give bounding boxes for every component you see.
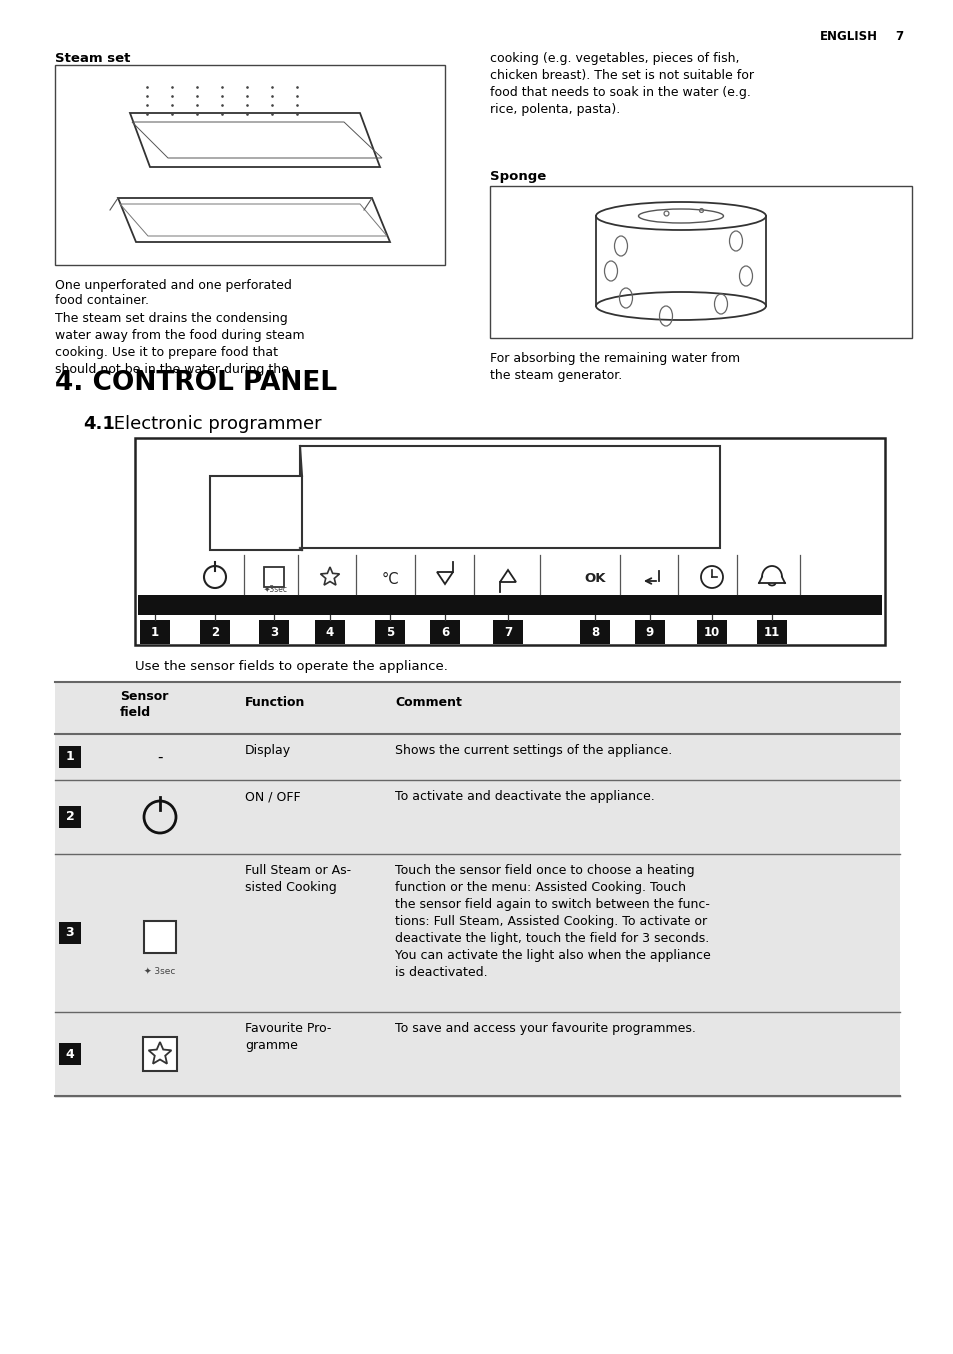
Bar (258, 620, 289, 645)
Bar (314, 620, 345, 645)
Bar (55, 734, 899, 780)
Text: Display: Display (245, 743, 291, 757)
Bar (493, 620, 522, 645)
Bar (55, 65, 444, 265)
Text: ✦3sec: ✦3sec (264, 585, 288, 594)
Text: -: - (157, 750, 163, 765)
Text: ✦ 3sec: ✦ 3sec (144, 967, 175, 976)
Text: ENGLISH: ENGLISH (820, 30, 877, 43)
Text: ON / OFF: ON / OFF (245, 789, 300, 803)
Text: 1: 1 (151, 626, 159, 639)
Text: 4.1: 4.1 (83, 414, 114, 433)
Text: 2: 2 (211, 626, 219, 639)
Text: Sensor
field: Sensor field (120, 691, 168, 719)
Bar (264, 567, 284, 588)
Bar (55, 1011, 899, 1095)
Bar (635, 620, 664, 645)
Bar (579, 620, 609, 645)
Text: °C: °C (381, 571, 398, 586)
Bar (55, 682, 899, 734)
Text: OK: OK (583, 573, 605, 585)
Bar (59, 1043, 81, 1066)
Text: Favourite Pro-
gramme: Favourite Pro- gramme (245, 1022, 331, 1052)
Text: 7: 7 (503, 626, 512, 639)
Text: 6: 6 (440, 626, 449, 639)
Bar (200, 620, 230, 645)
Text: 1: 1 (66, 750, 74, 764)
Text: cooking (e.g. vegetables, pieces of fish,
chicken breast). The set is not suitab: cooking (e.g. vegetables, pieces of fish… (490, 51, 753, 116)
Bar (59, 746, 81, 768)
Bar (490, 185, 911, 338)
Bar (210, 477, 302, 550)
Text: 8: 8 (590, 626, 598, 639)
Bar (55, 854, 899, 1011)
Bar (299, 445, 720, 548)
Bar (135, 437, 884, 645)
Bar (55, 780, 899, 854)
Bar (59, 806, 81, 829)
Text: To activate and deactivate the appliance.: To activate and deactivate the appliance… (395, 789, 654, 803)
Text: 4. CONTROL PANEL: 4. CONTROL PANEL (55, 370, 336, 395)
Bar (757, 620, 786, 645)
Text: To save and access your favourite programmes.: To save and access your favourite progra… (395, 1022, 695, 1034)
Text: Full Steam or As-
sisted Cooking: Full Steam or As- sisted Cooking (245, 864, 351, 894)
Text: Function: Function (245, 696, 305, 709)
Text: Comment: Comment (395, 696, 461, 709)
Bar (59, 922, 81, 944)
Bar (375, 620, 405, 645)
Text: For absorbing the remaining water from
the steam generator.: For absorbing the remaining water from t… (490, 352, 740, 382)
Bar (144, 921, 175, 953)
Bar (138, 594, 882, 615)
Text: 4: 4 (66, 1048, 74, 1060)
Bar (697, 620, 726, 645)
Text: 3: 3 (66, 926, 74, 940)
Text: Steam set: Steam set (55, 51, 131, 65)
Text: 5: 5 (385, 626, 394, 639)
Text: 11: 11 (763, 626, 780, 639)
Bar (140, 620, 170, 645)
Text: Touch the sensor field once to choose a heating
function or the menu: Assisted C: Touch the sensor field once to choose a … (395, 864, 710, 979)
Text: 3: 3 (270, 626, 277, 639)
Text: 2: 2 (66, 811, 74, 823)
Text: Electronic programmer: Electronic programmer (108, 414, 321, 433)
Bar (430, 620, 459, 645)
Text: 4: 4 (326, 626, 334, 639)
Text: 9: 9 (645, 626, 654, 639)
Text: Shows the current settings of the appliance.: Shows the current settings of the applia… (395, 743, 672, 757)
Text: Sponge: Sponge (490, 171, 546, 183)
Text: The steam set drains the condensing
water away from the food during steam
cookin: The steam set drains the condensing wate… (55, 311, 304, 376)
Text: 10: 10 (703, 626, 720, 639)
Text: 7: 7 (894, 30, 902, 43)
Text: Use the sensor fields to operate the appliance.: Use the sensor fields to operate the app… (135, 659, 447, 673)
Text: One unperforated and one perforated: One unperforated and one perforated (55, 279, 292, 292)
Text: food container.: food container. (55, 294, 149, 307)
Bar (143, 1037, 177, 1071)
